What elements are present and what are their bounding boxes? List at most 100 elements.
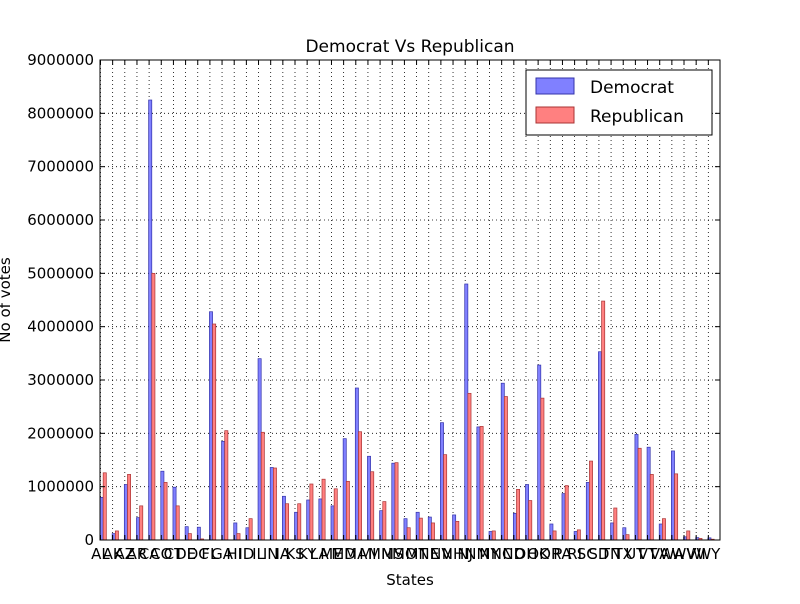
x-tick-label: MA	[344, 545, 368, 563]
bar-republican-me	[333, 488, 338, 541]
legend-label-republican: Republican	[590, 107, 684, 127]
x-axis-label: States	[386, 571, 434, 589]
grid-lines	[100, 60, 720, 540]
plot-frame	[99, 59, 721, 541]
bar-republican-ri	[576, 529, 581, 541]
x-tick-label: CO	[150, 545, 172, 563]
bar-republican-az	[127, 474, 131, 541]
bar-democrat-ca	[148, 99, 153, 541]
bar-republican-la	[321, 478, 326, 541]
bar-republican-ms	[394, 462, 399, 541]
x-tick-label: ID	[238, 545, 254, 563]
x-tick-label: MD	[331, 545, 356, 563]
x-tick-label: SD	[588, 545, 609, 563]
bar-republican-ar	[139, 505, 144, 541]
bar-republican-in	[273, 467, 277, 541]
bar-democrat-me	[330, 505, 335, 541]
bars	[99, 99, 715, 541]
bar-republican-de	[187, 533, 192, 541]
x-tick-label: NY	[479, 545, 500, 563]
bar-republican-ca	[151, 272, 156, 541]
x-tick-label: OH	[514, 545, 537, 563]
y-tick-label: 5000000	[27, 264, 94, 282]
x-tick-label: DC	[187, 545, 209, 563]
bar-republican-or	[552, 530, 557, 541]
bar-republican-ct	[175, 505, 180, 541]
bar-democrat-sd	[598, 351, 602, 541]
bar-democrat-md	[342, 438, 347, 541]
bar-republican-tx	[625, 534, 630, 541]
bar-republican-nd	[516, 488, 521, 541]
bar-republican-nj	[467, 392, 472, 541]
bar-republican-mn	[382, 501, 387, 541]
bar-republican-ut	[637, 447, 642, 541]
bar-democrat-az	[123, 484, 128, 541]
y-tick-label: 7000000	[27, 158, 94, 176]
y-axis-label: No of votes	[0, 257, 14, 343]
x-tick-label: WV	[671, 545, 697, 563]
x-tick-label: ND	[502, 545, 525, 563]
bar-democrat-mi	[367, 455, 371, 541]
x-tick-label: MS	[381, 545, 403, 563]
bar-republican-pa	[564, 485, 569, 541]
bar-democrat-ut	[634, 434, 639, 541]
x-tick-label: NV	[430, 545, 452, 563]
x-tick-label: NC	[491, 545, 513, 563]
bar-democrat-vt	[646, 446, 651, 541]
x-tick-label: LA	[310, 545, 330, 563]
x-tick-label: NM	[465, 545, 489, 563]
x-tick-label: UT	[625, 545, 646, 563]
bar-democrat-nm	[476, 426, 481, 541]
bar-democrat-ga	[221, 440, 226, 541]
x-tick-label: ME	[320, 545, 342, 563]
bar-democrat-sc	[585, 482, 590, 541]
bar-republican-wv	[686, 530, 691, 541]
x-tick-label: IL	[252, 545, 265, 563]
x-tick-label: NH	[442, 545, 465, 563]
bar-democrat-ia	[282, 495, 286, 541]
x-tick-label: KS	[285, 545, 304, 563]
x-tick-label: VT	[638, 545, 658, 563]
bar-republican-ok	[540, 397, 545, 541]
x-tick-label: CT	[164, 545, 184, 563]
bar-republican-ia	[285, 503, 290, 541]
x-tick-label: FL	[201, 545, 219, 563]
bar-republican-nv	[443, 454, 448, 541]
y-tick-label: 3000000	[27, 371, 94, 389]
bar-republican-ma	[358, 431, 362, 541]
bar-democrat-nj	[464, 283, 469, 541]
bar-republican-ga	[224, 430, 229, 541]
bar-democrat-nc	[500, 382, 505, 541]
bar-republican-md	[345, 480, 350, 541]
x-tick-label: DE	[175, 545, 196, 563]
y-tick-label: 0	[84, 531, 94, 549]
bar-democrat-il	[257, 358, 262, 541]
bar-democrat-co	[160, 470, 165, 541]
bar-republican-hi	[236, 533, 241, 541]
bar-republican-mt	[418, 517, 423, 541]
legend-label-democrat: Democrat	[590, 78, 674, 98]
x-tick-label: NJ	[457, 545, 473, 563]
x-tick-label: MI	[359, 545, 376, 563]
x-tick-label: AL	[91, 545, 110, 563]
x-tick-label: IN	[263, 545, 279, 563]
bar-democrat-nv	[440, 422, 444, 541]
bar-republican-tn	[613, 507, 618, 541]
x-tick-label: TN	[600, 545, 621, 563]
x-tick-label: VA	[650, 545, 670, 563]
x-tick-label: GA	[211, 545, 234, 563]
x-tick-label: OR	[539, 545, 561, 563]
x-tick-label: SC	[577, 545, 597, 563]
bar-republican-ny	[491, 530, 496, 541]
bar-republican-nh	[455, 520, 460, 541]
x-tick-label: RI	[567, 545, 582, 563]
bar-republican-sc	[589, 460, 593, 541]
bar-republican-al	[102, 472, 107, 541]
bar-democrat-pa	[561, 493, 566, 541]
x-tick-label: CA	[139, 545, 160, 563]
x-tick-label: HI	[226, 545, 242, 563]
bar-republican-fl	[212, 323, 217, 541]
bar-democrat-ma	[354, 387, 359, 541]
x-tick-label: MO	[392, 545, 417, 563]
